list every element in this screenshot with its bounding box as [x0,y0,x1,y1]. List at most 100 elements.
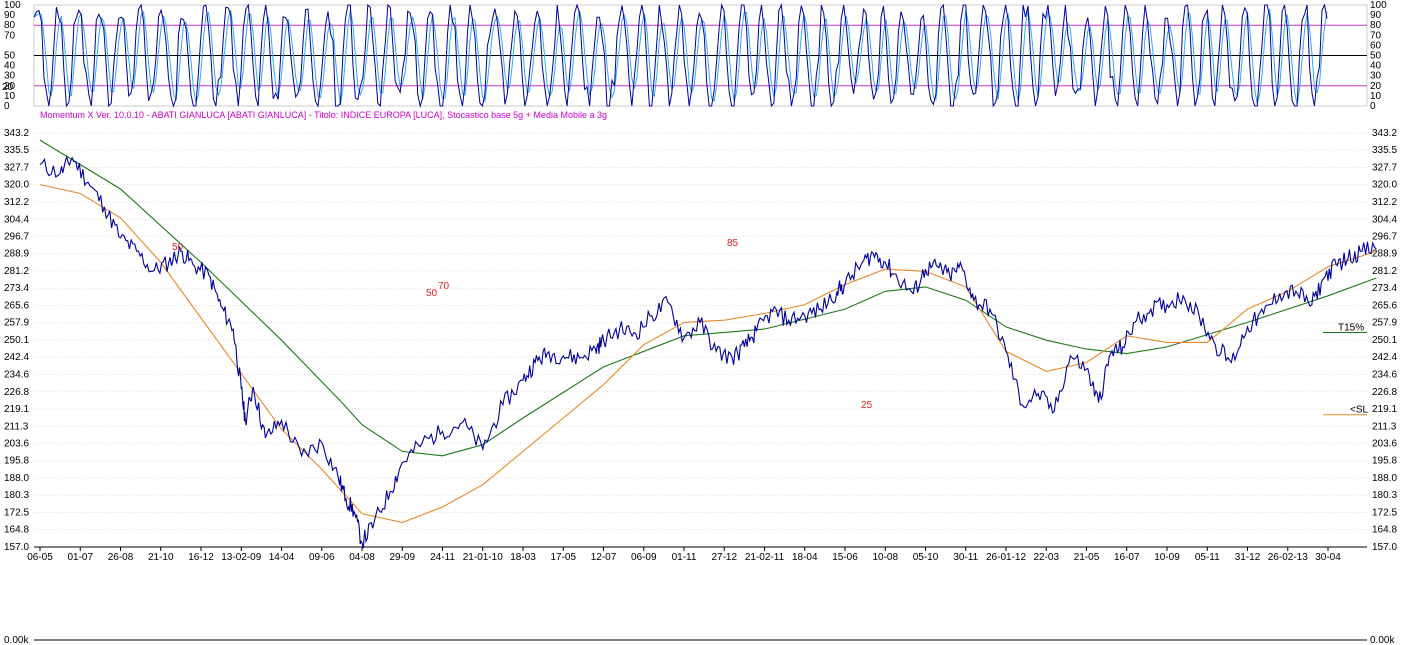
price-x-tick-label: 16-12 [188,552,214,563]
price-x-tick-label: 05-10 [913,552,939,563]
cycle-annotation: 70 [438,281,450,292]
stochastic-tick-left: 100 [4,0,21,11]
price-x-tick-label: 10-08 [872,552,898,563]
price-x-tick-label: 05-11 [1195,552,1220,563]
stochastic-tick-right: 10 [1370,91,1382,102]
cycle-annotation: 25 [861,400,873,411]
price-y-tick-left: 188.0 [4,473,29,484]
price-y-tick-right: 195.8 [1372,456,1397,467]
price-y-tick-right: 273.4 [1372,283,1397,294]
price-y-tick-left: 281.2 [4,266,29,277]
price-series-lines [39,139,1377,549]
stochastic-tick-left: 20 [4,81,16,92]
price-x-tick-label: 30-11 [953,552,978,563]
price-y-tick-right: 343.2 [1372,128,1397,139]
price-x-tick-label: 18-04 [792,552,818,563]
price-y-tick-right: 288.9 [1372,249,1397,260]
price-y-tick-left: 250.1 [4,335,29,346]
price-y-tick-left: 320.0 [4,180,29,191]
price-y-tick-right: 157.0 [1372,542,1397,553]
price-y-tick-right: 164.8 [1372,525,1397,536]
price-x-tick-label: 27-12 [711,552,737,563]
series-line-price [39,154,1377,549]
price-x-tick-label: 10-09 [1154,552,1180,563]
stochastic-tick-right: 40 [1370,61,1382,72]
series-line-ma-long [39,139,1377,457]
price-x-tick-label: 21-10 [148,552,174,563]
price-y-tick-left: 304.4 [4,214,29,225]
price-y-tick-right: 265.6 [1372,301,1397,312]
price-y-tick-right: 327.7 [1372,162,1397,173]
stochastic-tick-right: 50 [1370,51,1382,62]
price-y-tick-right: 312.2 [1372,197,1397,208]
price-y-tick-left: 234.6 [4,369,29,380]
stochastic-tick-right: 30 [1370,71,1382,82]
price-y-tick-right: 234.6 [1372,369,1397,380]
price-y-tick-right: 203.6 [1372,438,1397,449]
stochastic-tick-right: 90 [1370,10,1382,21]
stochastic-tick-left: 80 [4,20,16,31]
stochastic-tick-left: 0 [4,101,10,112]
stochastic-tick-right: 100 [1370,0,1387,11]
price-x-tick-label: 09-06 [309,552,335,563]
price-y-tick-left: 296.7 [4,231,29,242]
price-x-tick-label: 21-01-10 [463,552,503,563]
price-y-tick-left: 327.7 [4,162,29,173]
price-x-tick-label: 21-05 [1074,552,1100,563]
price-y-tick-left: 172.5 [4,508,29,519]
stochastic-tick-right: 70 [1370,30,1382,41]
price-y-tick-left: 226.8 [4,387,29,398]
price-y-tick-right: 242.4 [1372,352,1397,363]
price-x-tick-label: 21-02-11 [745,552,785,563]
volume-y-label-right: 0.00k [1370,635,1395,645]
price-x-tick-label: 06-09 [631,552,657,563]
price-x-tick-label: 01-11 [672,552,697,563]
price-y-tick-right: 281.2 [1372,266,1397,277]
price-y-tick-right: 335.5 [1372,145,1397,156]
stochastic-tick-right: 0 [1370,101,1376,112]
price-x-tick-label: 24-11 [430,552,455,563]
stochastic-tick-left: 70 [4,30,16,41]
stochastic-tick-left: 10 [4,91,16,102]
price-x-tick-label: 16-07 [1114,552,1140,563]
price-y-tick-left: 257.9 [4,318,29,329]
price-y-tick-right: 219.1 [1372,404,1397,415]
price-x-tick-label: 01-07 [67,552,93,563]
cycle-annotation: 50 [426,288,438,299]
price-x-tick-label: 26-08 [108,552,134,563]
price-x-tick-label: 29-09 [389,552,415,563]
stochastic-tick-right: 60 [1370,40,1382,51]
price-y-tick-left: 211.3 [4,421,29,432]
stochastic-axis: 1009080705040302010010090807060504030201… [4,0,1387,112]
stochastic-lines [33,3,1328,108]
indicator-info-text: Momentum X Ver. 10.0.10 - ABATI GIANLUCA… [40,110,607,120]
price-x-tick-label: 06-05 [27,552,53,563]
price-y-tick-right: 296.7 [1372,231,1397,242]
stochastic-tick-left: 30 [4,71,16,82]
right-level-markers: T15% <SL [1323,322,1369,416]
level-marker-label: T15% [1338,322,1364,333]
price-y-tick-left: 343.2 [4,128,29,139]
stochastic-tick-right: 20 [1370,81,1382,92]
series-line-ma-short [39,184,1377,524]
cycle-annotation: 50 [172,242,184,253]
price-x-tick-label: 22-03 [1033,552,1059,563]
price-y-tick-right: 320.0 [1372,180,1397,191]
price-x-tick-label: 26-01-12 [986,552,1026,563]
stochastic-tick-left: 40 [4,61,16,72]
price-x-tick-label: 15-06 [832,552,858,563]
price-x-tick-label: 31-12 [1235,552,1261,563]
price-y-tick-left: 157.0 [4,542,29,553]
price-x-tick-label: 04-08 [349,552,375,563]
stochastic-tick-left: 90 [4,10,16,21]
price-y-tick-right: 172.5 [1372,508,1397,519]
price-y-tick-left: 312.2 [4,197,29,208]
price-y-tick-left: 273.4 [4,283,29,294]
price-x-tick-label: 13-02-09 [221,552,261,563]
price-y-axis: 343.2 343.2 335.5 335.5 327.7 327.7 320.0 320.0… [4,128,1397,553]
price-y-tick-right: 257.9 [1372,318,1397,329]
price-y-tick-left: 203.6 [4,438,29,449]
stochastic-main-line [33,3,1328,108]
